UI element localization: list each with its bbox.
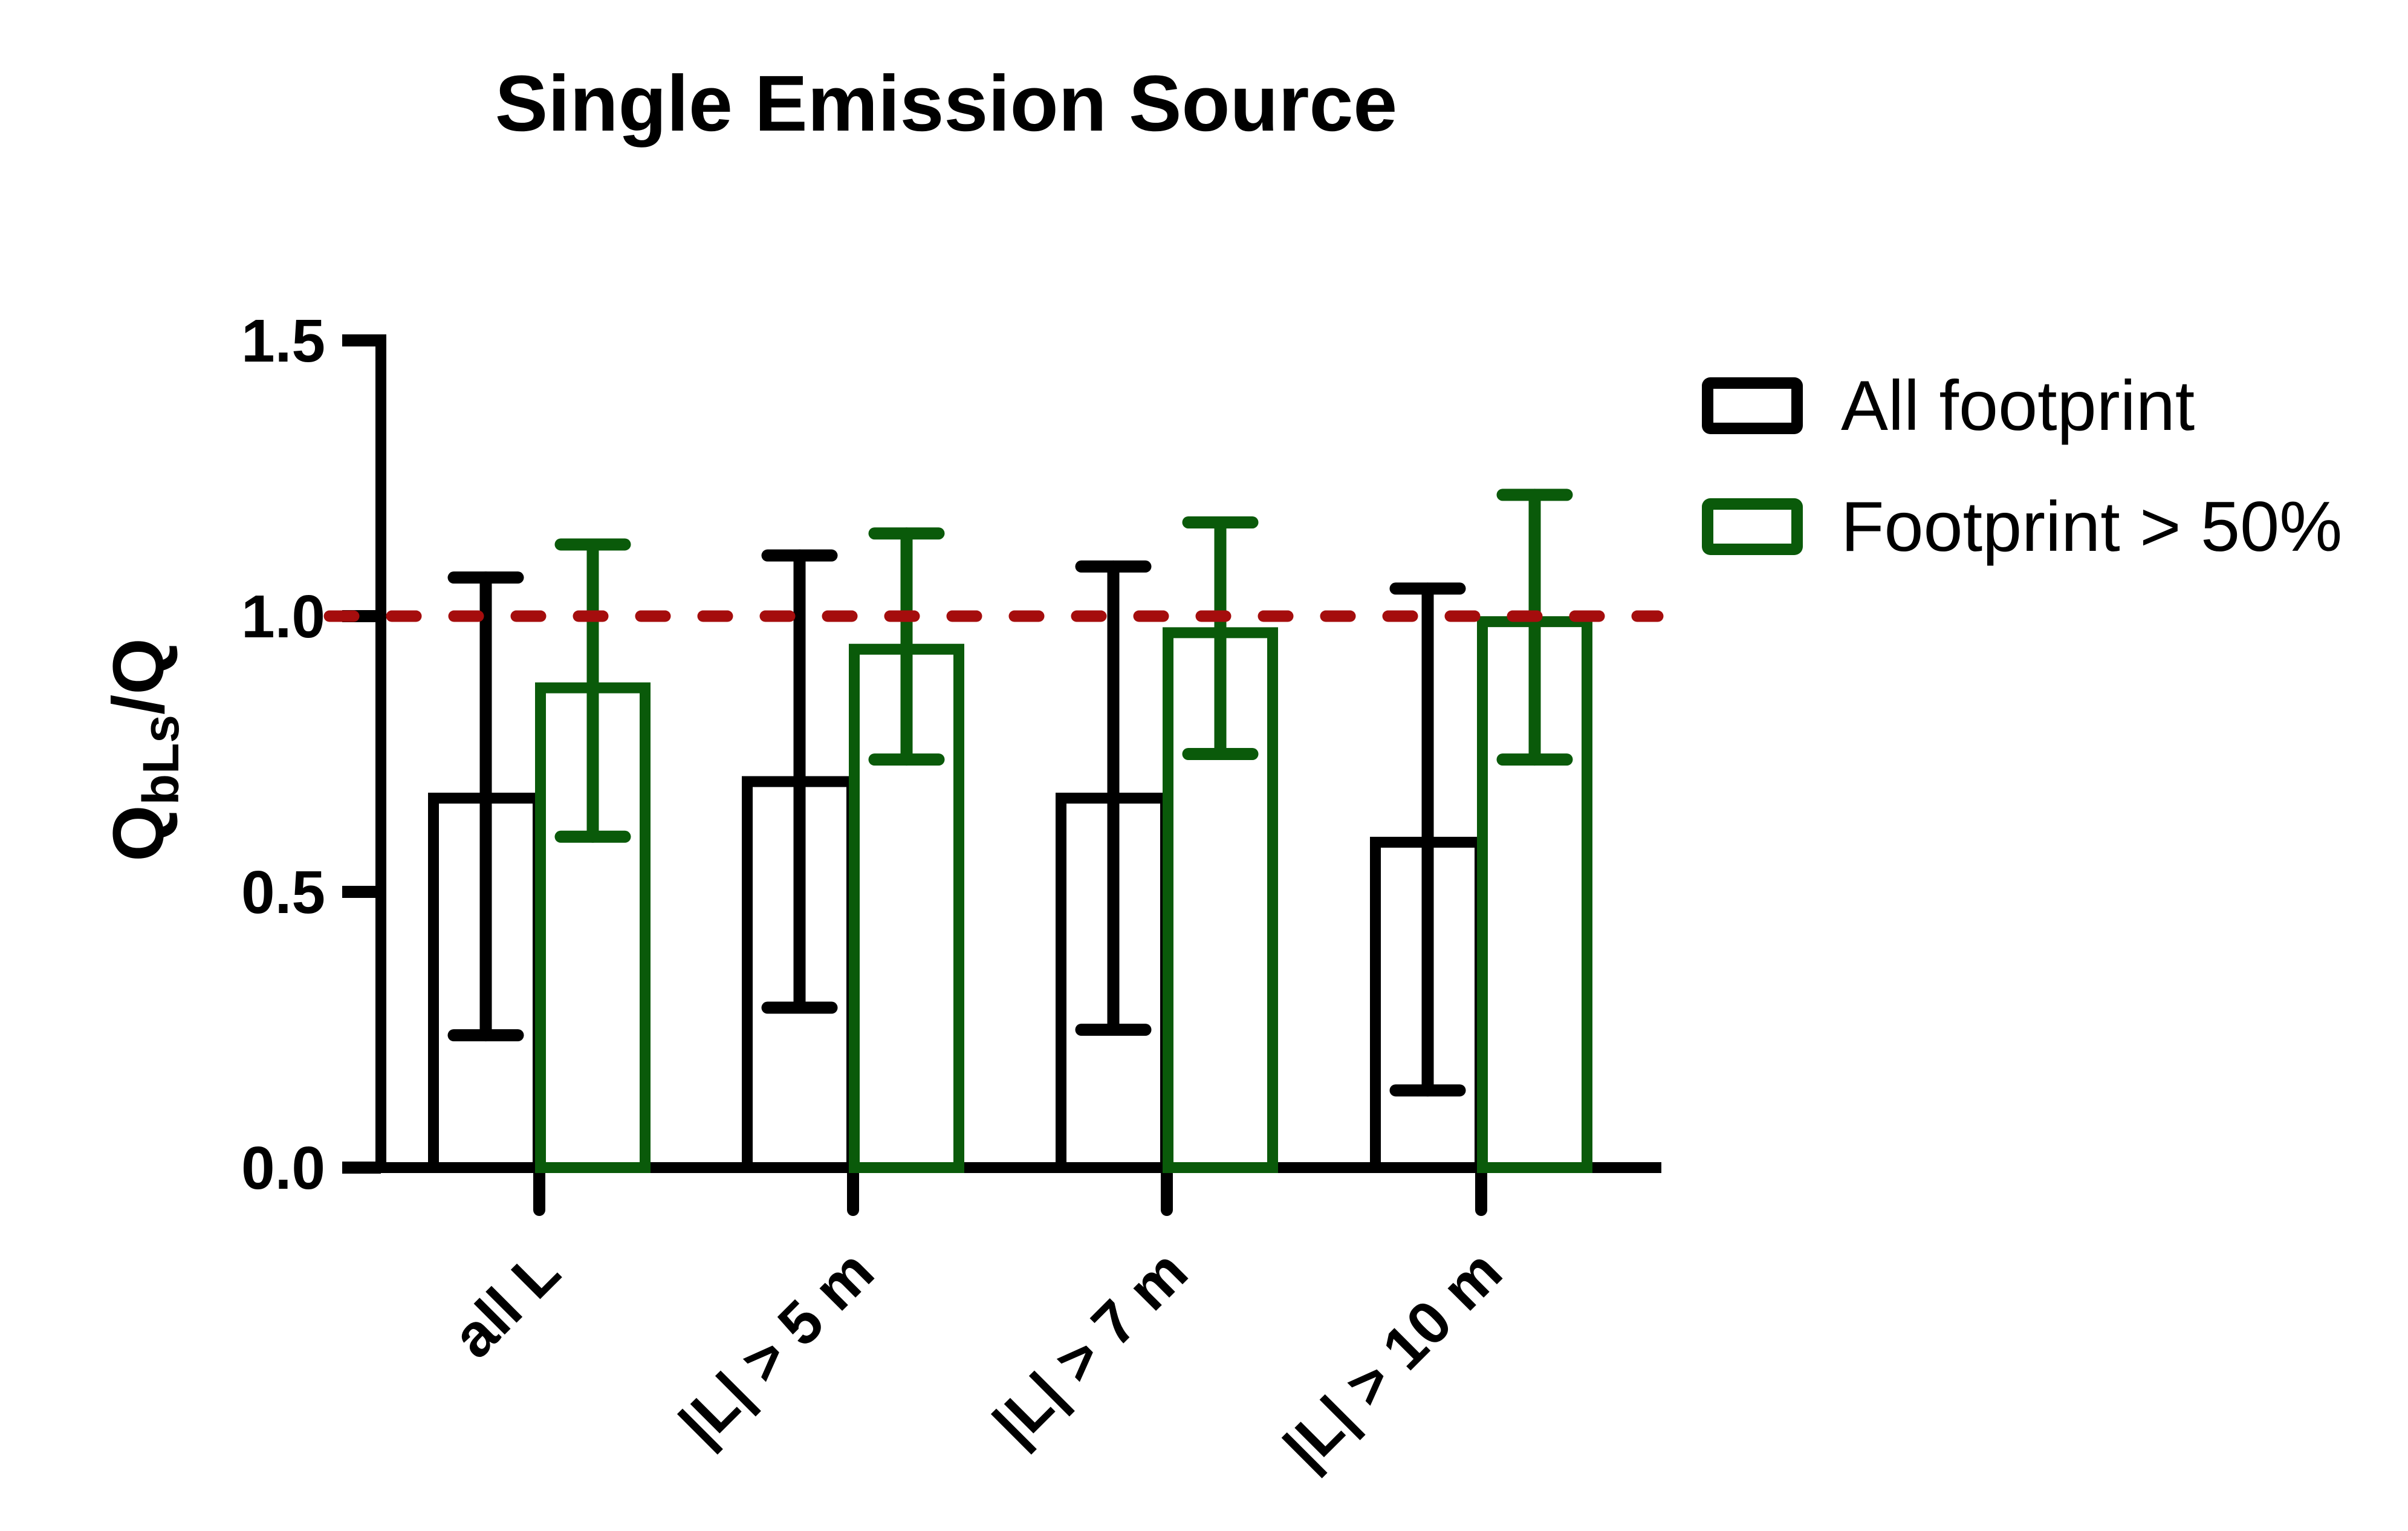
legend-label: Footprint > 50% — [1841, 487, 2343, 566]
legend-item-all-footprint: All footprint — [1702, 365, 2342, 446]
x-tick-label: |L| > 10 m — [1271, 1237, 1515, 1481]
y-tick-label: 1.5 — [241, 307, 325, 375]
legend-swatch-all-footprint-icon — [1702, 377, 1803, 434]
x-tick-label: |L| > 7 m — [980, 1237, 1201, 1458]
y-tick-label: 0.0 — [241, 1134, 325, 1202]
y-tick-label: 1.0 — [241, 583, 325, 651]
x-tick-label: all L — [440, 1237, 573, 1371]
legend-label: All footprint — [1841, 366, 2195, 445]
legend-swatch-footprint-50-icon — [1702, 498, 1803, 555]
y-tick-label: 0.5 — [241, 859, 325, 926]
legend: All footprint Footprint > 50% — [1702, 365, 2342, 567]
legend-item-footprint-50: Footprint > 50% — [1702, 486, 2342, 567]
chart-title: Single Emission Source — [495, 59, 1398, 148]
x-tick-label: |L| > 5 m — [666, 1237, 887, 1458]
